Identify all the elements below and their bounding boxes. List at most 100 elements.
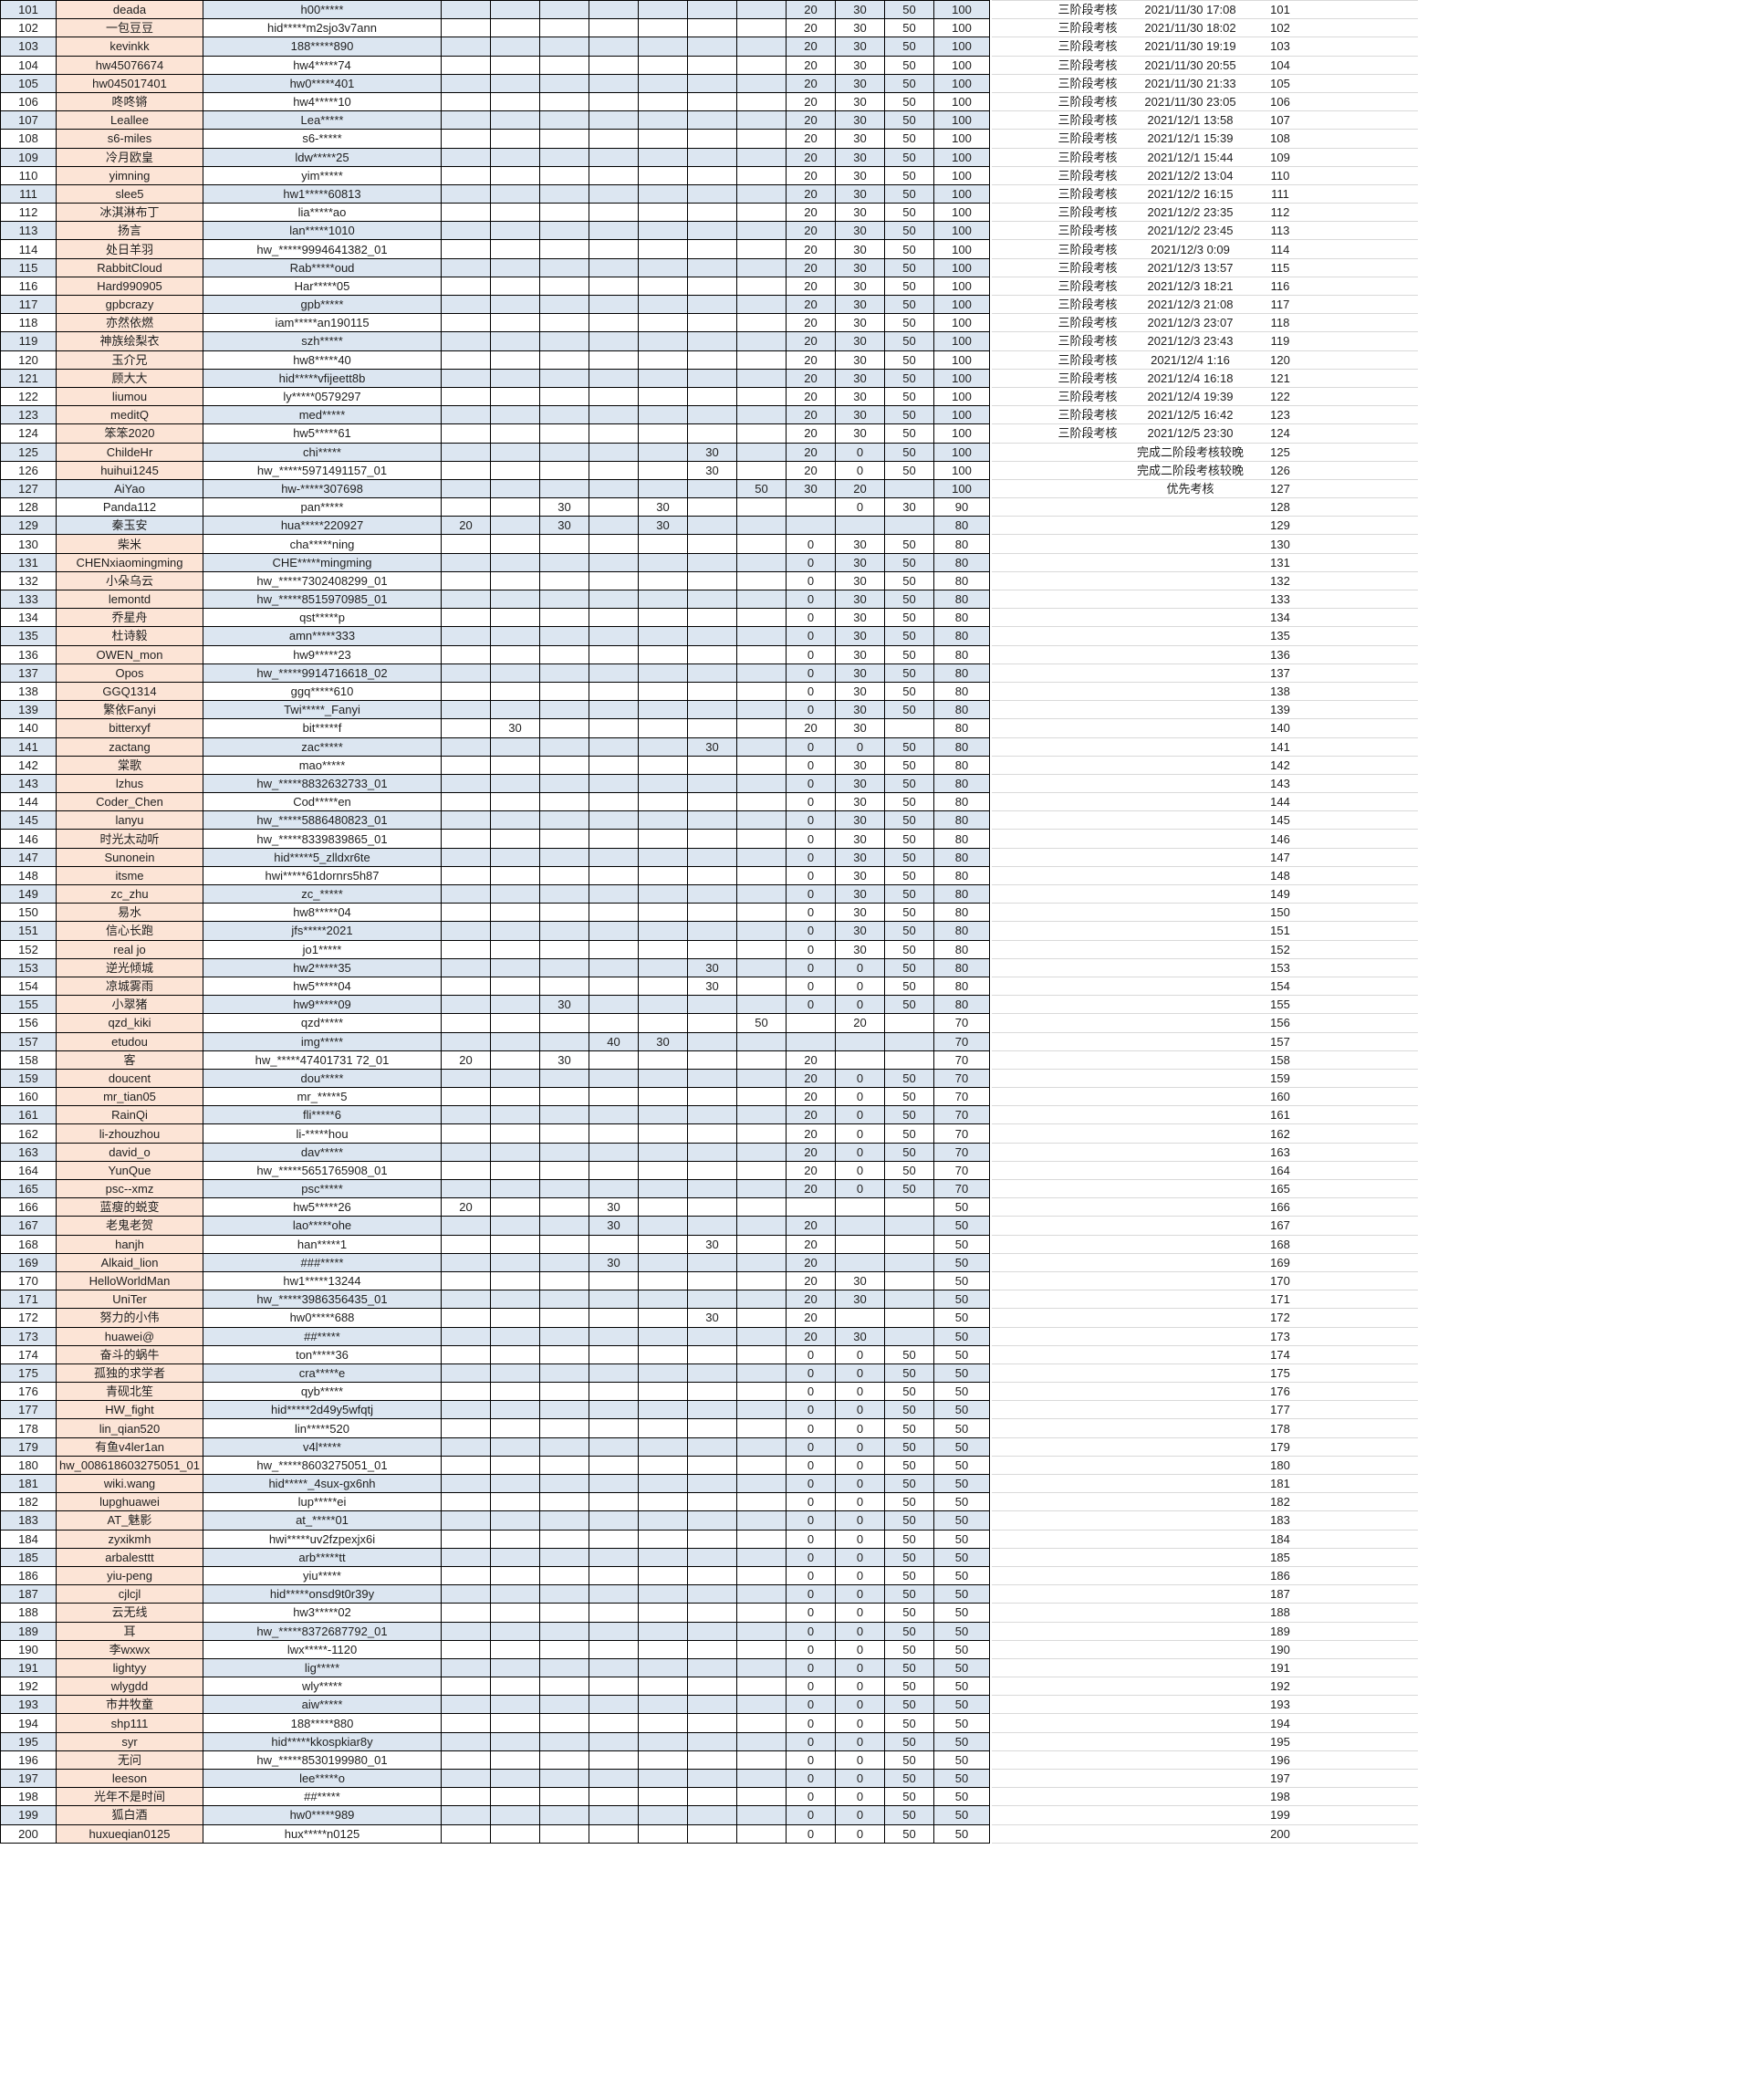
right-row-number-cell[interactable]: 177 [1252,1400,1308,1420]
nickname-cell[interactable]: hw45076674 [56,55,203,75]
score-cell[interactable] [441,921,491,941]
timestamp-or-note-cell[interactable] [1129,1437,1252,1457]
score-cell[interactable] [638,386,688,407]
score-cell[interactable] [736,1603,787,1623]
nickname-cell[interactable]: HelloWorldMan [56,1270,203,1291]
score-cell[interactable] [441,1160,491,1181]
score-cell[interactable] [539,1252,589,1272]
score-cell[interactable] [539,0,589,20]
row-index-cell[interactable]: 195 [0,1731,57,1751]
score-cell[interactable] [539,1529,589,1549]
score-cell[interactable] [589,1731,639,1751]
stage-label-cell[interactable] [1047,1731,1129,1751]
score-cell[interactable] [687,183,737,204]
score-cell[interactable] [490,921,540,941]
score-cell[interactable] [638,442,688,462]
score-cell[interactable] [441,995,491,1015]
meta-row[interactable]: 162 [992,1123,1418,1144]
score-cell[interactable] [589,700,639,720]
table-row[interactable]: 177 HW_fight hid*****2d49y5wfqtj 0 0 50 50 [0,1400,990,1420]
score-cell[interactable] [589,423,639,444]
right-row-number-cell[interactable]: 117 [1252,294,1308,315]
table-row[interactable]: 117 gpbcrazy gpb***** 20 30 50 100 [0,294,990,315]
table-row[interactable]: 185 arbalesttt arb*****tt 0 0 50 50 [0,1547,990,1567]
meta-row[interactable]: 130 [992,534,1418,554]
nickname-cell[interactable]: wiki.wang [56,1473,203,1494]
score-cell[interactable]: 0 [786,644,836,664]
score-cell[interactable]: 30 [835,700,885,720]
meta-row[interactable]: 133 [992,589,1418,610]
table-row[interactable]: 178 lin_qian520 lin*****520 0 0 50 50 [0,1418,990,1438]
meta-row[interactable]: 175 [992,1363,1418,1384]
table-row[interactable]: 142 棠歌 mao***** 0 30 50 80 [0,755,990,775]
right-row-number-cell[interactable]: 145 [1252,810,1308,831]
score-cell[interactable]: 30 [687,1234,737,1254]
nickname-cell[interactable]: Sunonein [56,847,203,867]
stage-label-cell[interactable] [1047,1087,1129,1107]
score-cell[interactable]: 20 [786,221,836,241]
score-cell[interactable] [539,1031,589,1051]
score-cell[interactable] [490,350,540,370]
score-cell[interactable] [490,939,540,959]
score-cell[interactable]: 30 [835,552,885,572]
score-cell[interactable] [589,1418,639,1438]
score-cell[interactable] [441,976,491,997]
score-cell[interactable]: 0 [786,939,836,959]
total-score-cell[interactable]: 70 [933,1105,990,1125]
score-cell[interactable]: 30 [835,1270,885,1291]
row-index-cell[interactable]: 173 [0,1326,57,1346]
right-row-number-cell[interactable]: 102 [1252,18,1308,38]
score-cell[interactable] [786,1013,836,1033]
score-cell[interactable] [687,1363,737,1384]
score-cell[interactable] [687,1326,737,1346]
account-cell[interactable]: hw_*****8372687792_01 [203,1621,442,1641]
meta-row[interactable]: 三阶段考核 2021/12/1 15:44 109 [992,147,1418,167]
score-cell[interactable] [736,663,787,683]
total-score-cell[interactable]: 100 [933,18,990,38]
stage-label-cell[interactable] [1047,1473,1129,1494]
score-cell[interactable]: 50 [884,1603,934,1623]
score-cell[interactable] [687,37,737,57]
score-cell[interactable]: 0 [786,1695,836,1715]
score-cell[interactable]: 30 [835,331,885,351]
account-cell[interactable]: hw_*****5886480823_01 [203,810,442,831]
account-cell[interactable]: cha*****ning [203,534,442,554]
score-cell[interactable] [786,1031,836,1051]
score-cell[interactable] [638,626,688,646]
timestamp-or-note-cell[interactable] [1129,1787,1252,1807]
total-score-cell[interactable]: 50 [933,1382,990,1402]
right-row-number-cell[interactable]: 101 [1252,0,1308,20]
right-row-number-cell[interactable]: 136 [1252,644,1308,664]
score-cell[interactable]: 30 [884,497,934,517]
nickname-cell[interactable]: 凉城雾雨 [56,976,203,997]
total-score-cell[interactable]: 70 [933,1178,990,1199]
score-cell[interactable]: 50 [884,0,934,20]
score-cell[interactable] [638,1639,688,1659]
score-cell[interactable]: 30 [835,55,885,75]
score-cell[interactable] [638,37,688,57]
row-index-cell[interactable]: 115 [0,257,57,277]
score-cell[interactable] [589,1695,639,1715]
score-cell[interactable]: 0 [786,1492,836,1512]
nickname-cell[interactable]: AiYao [56,478,203,499]
total-score-cell[interactable]: 80 [933,957,990,977]
stage-label-cell[interactable] [1047,1068,1129,1089]
total-score-cell[interactable]: 100 [933,183,990,204]
table-row[interactable]: 132 小朵乌云 hw_*****7302408299_01 0 30 50 80 [0,570,990,591]
score-cell[interactable] [441,165,491,185]
score-cell[interactable]: 0 [786,1787,836,1807]
timestamp-or-note-cell[interactable] [1129,792,1252,812]
score-cell[interactable]: 20 [786,368,836,388]
score-cell[interactable] [736,1068,787,1089]
row-index-cell[interactable]: 169 [0,1252,57,1272]
table-row[interactable]: 130 柴米 cha*****ning 0 30 50 80 [0,534,990,554]
meta-row[interactable]: 三阶段考核 2021/12/5 16:42 123 [992,405,1418,425]
meta-row[interactable]: 三阶段考核 2021/12/3 18:21 116 [992,276,1418,297]
stage-label-cell[interactable] [1047,1270,1129,1291]
score-cell[interactable] [490,1695,540,1715]
score-cell[interactable]: 50 [884,957,934,977]
table-row[interactable]: 110 yimning yim***** 20 30 50 100 [0,165,990,185]
score-cell[interactable] [736,497,787,517]
score-cell[interactable]: 0 [786,1400,836,1420]
timestamp-or-note-cell[interactable] [1129,1197,1252,1217]
